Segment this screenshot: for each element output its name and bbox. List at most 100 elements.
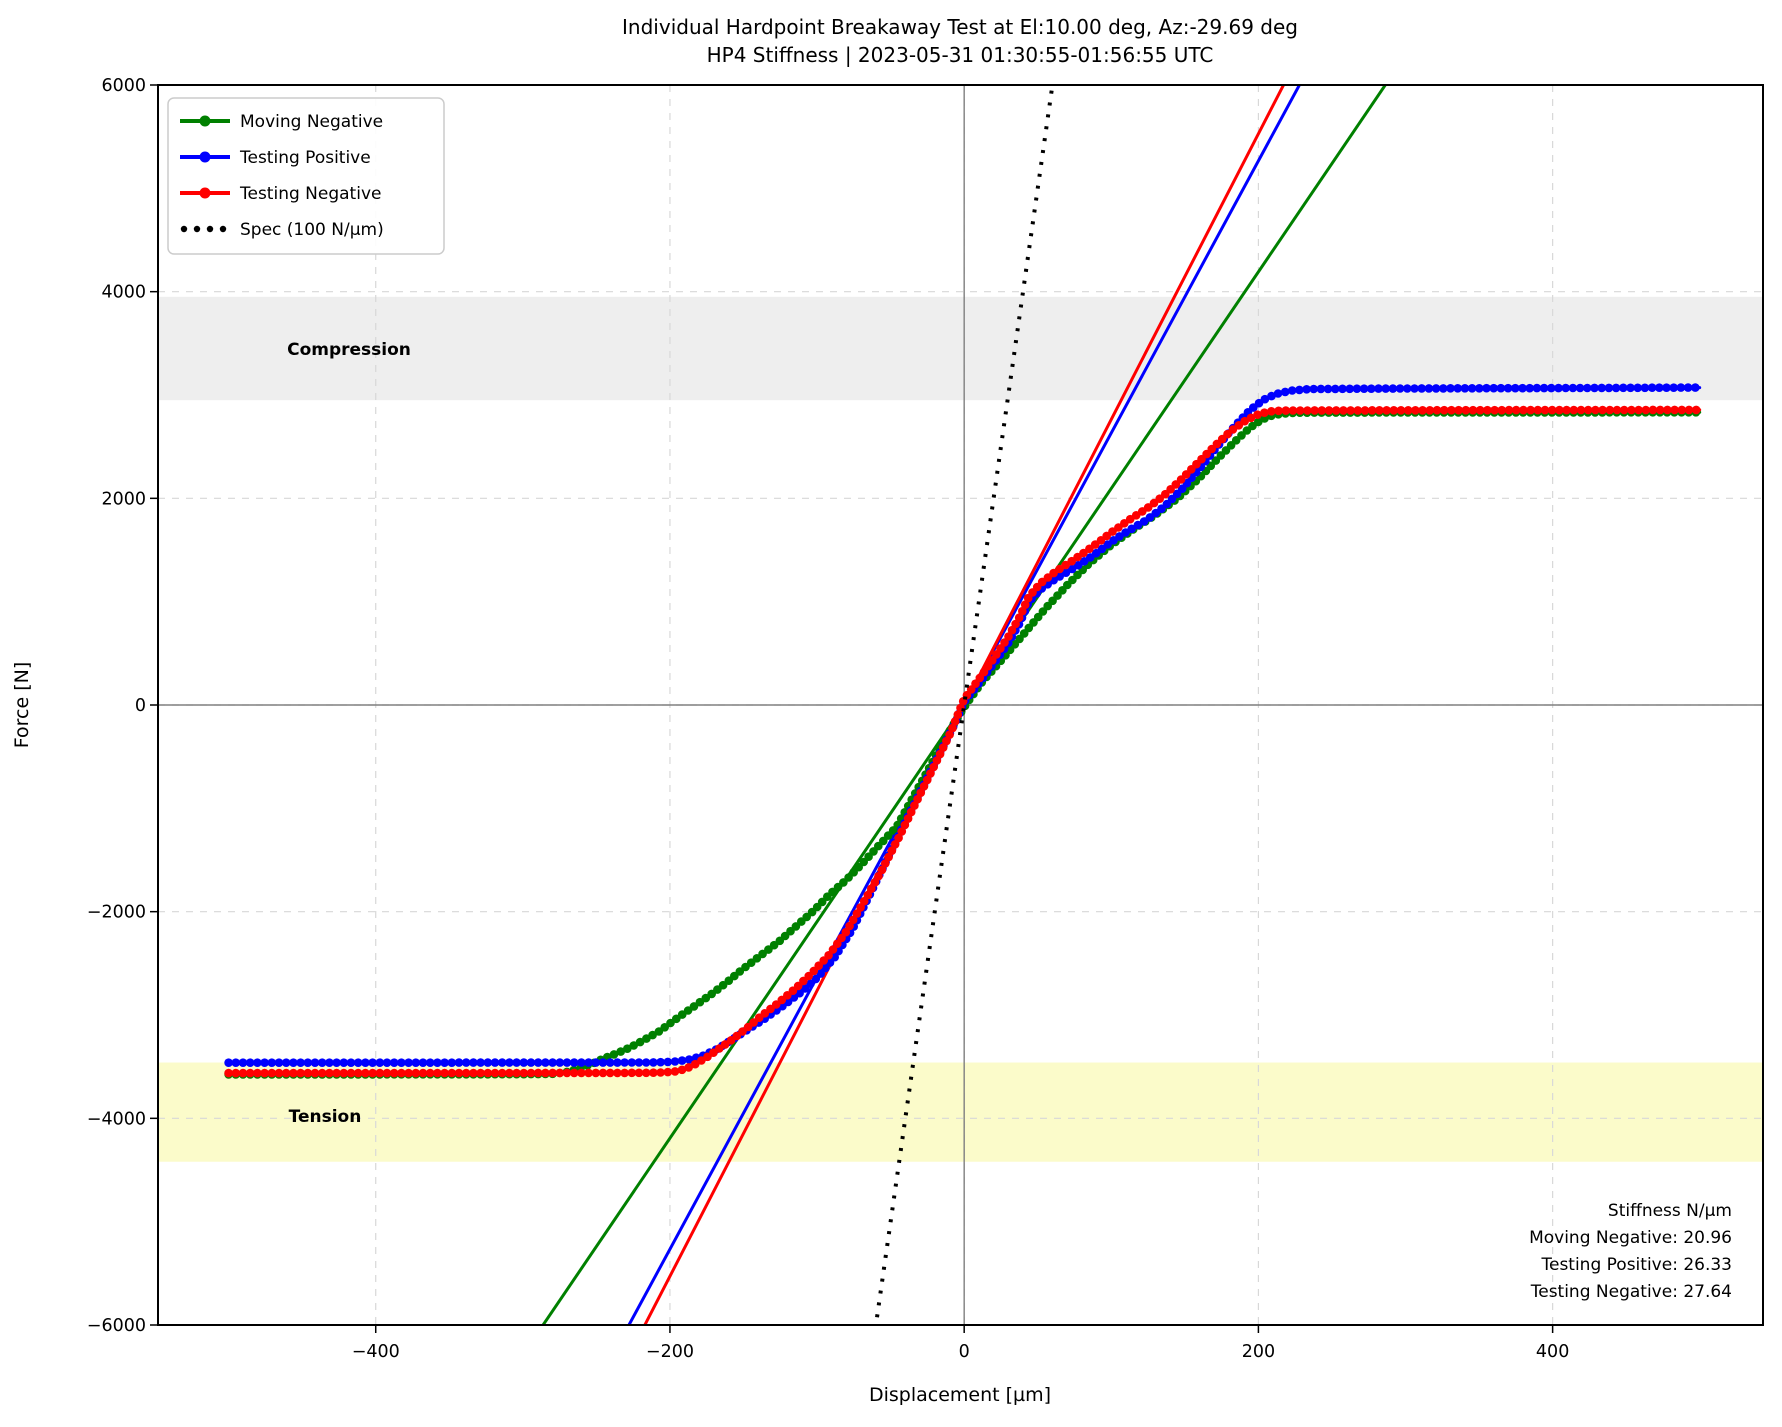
legend-item-testing-negative[interactable]: Testing Negative (180, 184, 381, 204)
y-tick-label: −4000 (87, 1109, 146, 1129)
data-point (1267, 407, 1276, 416)
data-point (260, 1068, 269, 1078)
data-point (609, 1050, 619, 1059)
data-point (1626, 383, 1635, 393)
data-point (1569, 405, 1579, 415)
data-point (929, 762, 938, 772)
data-point (425, 1068, 435, 1078)
data-point (1049, 568, 1058, 578)
data-point (1395, 384, 1405, 393)
data-point (1381, 384, 1390, 393)
data-point (1447, 405, 1456, 415)
data-point (238, 1058, 248, 1067)
data-point (1475, 384, 1484, 393)
data-point (1461, 405, 1471, 415)
data-point (613, 1068, 622, 1078)
data-point (1583, 383, 1592, 393)
data-point (397, 1058, 406, 1067)
data-point (690, 1059, 700, 1069)
data-point (1367, 406, 1377, 415)
data-point (1547, 405, 1557, 415)
data-point (1359, 384, 1369, 394)
data-point (1591, 405, 1600, 415)
data-point (375, 1058, 385, 1067)
data-point (1439, 405, 1449, 415)
data-point (942, 736, 951, 746)
data-point (856, 903, 865, 912)
data-point (887, 846, 897, 855)
data-point (289, 1068, 298, 1078)
data-point (663, 1067, 673, 1077)
data-point (1280, 387, 1290, 397)
data-point (1403, 384, 1412, 393)
data-point (519, 1058, 529, 1067)
data-point (505, 1058, 514, 1067)
data-point (616, 1047, 625, 1056)
data-point (1288, 406, 1298, 415)
data-point (1562, 405, 1571, 415)
legend-item-label: Testing Negative (239, 184, 381, 204)
legend-item-testing-positive[interactable]: Testing Positive (180, 148, 371, 168)
data-point (1431, 384, 1441, 393)
data-point (267, 1068, 277, 1078)
stiffness-note-testing-positive: Testing Positive: 26.33 (1540, 1255, 1732, 1275)
data-point (447, 1068, 457, 1078)
data-point (483, 1058, 493, 1067)
data-point (389, 1068, 399, 1078)
legend-dotted-marker (180, 225, 188, 233)
data-point (512, 1058, 521, 1067)
data-point (1246, 413, 1256, 423)
data-point (1287, 386, 1297, 395)
data-point (877, 865, 887, 875)
data-point (1468, 405, 1478, 415)
data-point (913, 794, 922, 804)
data-point (1439, 384, 1448, 393)
legend-item-moving-negative[interactable]: Moving Negative (180, 112, 383, 132)
data-point (512, 1068, 521, 1078)
data-point (289, 1058, 298, 1067)
data-point (656, 1068, 665, 1077)
data-point (1295, 385, 1304, 395)
data-point (1007, 625, 1017, 635)
data-point (1127, 524, 1136, 534)
data-point (641, 1058, 651, 1067)
data-point (863, 890, 873, 900)
data-point (555, 1058, 565, 1067)
legend-item-spec-100-n-m-[interactable]: Spec (100 N/µm) (180, 220, 384, 240)
data-point (1131, 511, 1141, 520)
data-point (953, 710, 963, 719)
data-point (635, 1037, 645, 1047)
data-point (382, 1068, 392, 1078)
data-point (1411, 406, 1420, 415)
data-point (1605, 405, 1615, 415)
data-point (677, 1056, 687, 1065)
y-tick-label: 2000 (101, 489, 146, 509)
data-point (1014, 613, 1024, 622)
data-point (440, 1058, 449, 1067)
data-point (1260, 408, 1269, 418)
data-point (620, 1058, 629, 1067)
data-point (1619, 405, 1629, 415)
data-point (317, 1068, 327, 1078)
stiffness-note-title: Stiffness N/µm (1608, 1201, 1732, 1221)
compression-band (158, 296, 1763, 401)
data-point (245, 1068, 255, 1078)
data-point (433, 1068, 442, 1078)
data-point (1432, 405, 1442, 415)
data-point (584, 1068, 593, 1078)
data-point (890, 840, 900, 849)
stiffness-note-moving-negative: Moving Negative: 20.96 (1529, 1228, 1732, 1248)
x-tick-label: −200 (646, 1342, 694, 1362)
data-point (526, 1068, 536, 1078)
data-point (454, 1068, 464, 1078)
data-point (1511, 383, 1520, 393)
data-point (649, 1068, 658, 1077)
data-point (375, 1068, 385, 1078)
data-point (591, 1058, 601, 1067)
legend-box (167, 97, 445, 255)
legend-dot-marker (199, 187, 211, 199)
data-point (476, 1068, 485, 1078)
data-point (848, 915, 858, 925)
data-point (1525, 383, 1534, 393)
data-point (361, 1058, 370, 1067)
